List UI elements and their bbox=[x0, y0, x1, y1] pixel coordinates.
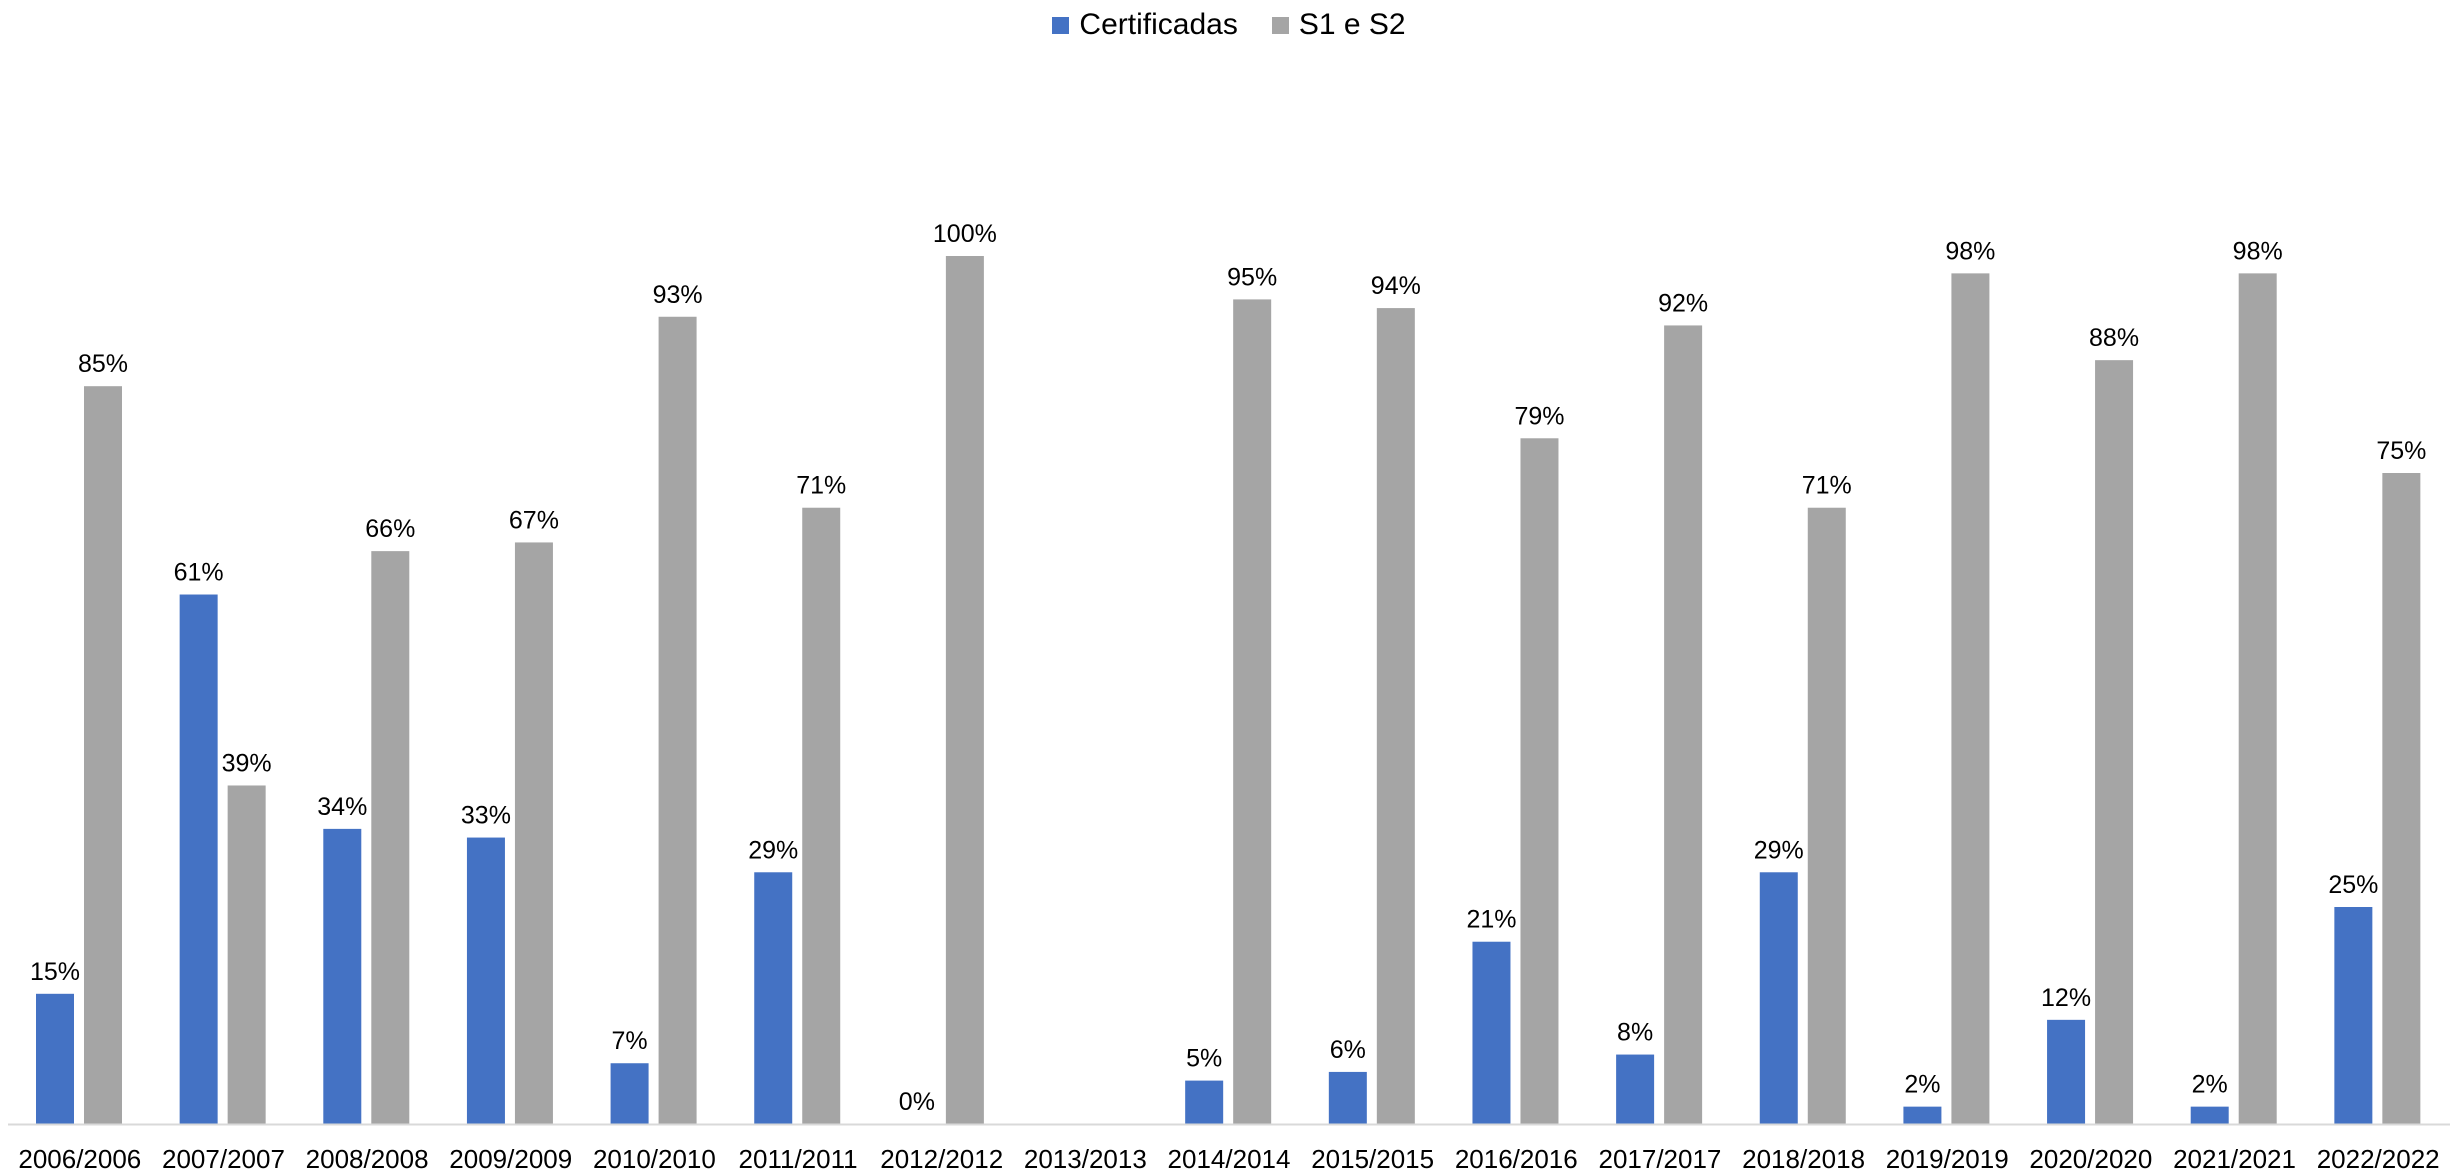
bar-certificadas-2014-2014 bbox=[1185, 1080, 1224, 1124]
legend-swatch-s1-e-s2 bbox=[1271, 16, 1289, 34]
data-label-s1-e-s2-2008-2008: 66% bbox=[365, 515, 415, 543]
x-tick-label-2018-2018: 2018/2018 bbox=[1742, 1144, 1865, 1174]
data-label-s1-e-s2-2019-2019: 98% bbox=[1945, 237, 1995, 265]
x-tick-label-2015-2015: 2015/2015 bbox=[1311, 1144, 1434, 1174]
bar-s1-e-s2-2015-2015 bbox=[1376, 308, 1415, 1125]
data-label-certificadas-2009-2009: 33% bbox=[461, 802, 511, 830]
bar-certificadas-2017-2017 bbox=[1616, 1054, 1655, 1124]
data-label-s1-e-s2-2020-2020: 88% bbox=[2089, 324, 2139, 352]
data-label-certificadas-2019-2019: 2% bbox=[1904, 1071, 1940, 1099]
bar-s1-e-s2-2006-2006 bbox=[84, 386, 122, 1124]
bar-certificadas-2009-2009 bbox=[466, 837, 505, 1124]
data-label-certificadas-2011-2011: 29% bbox=[748, 836, 798, 864]
bar-certificadas-2021-2021 bbox=[2190, 1106, 2229, 1124]
data-label-s1-e-s2-2018-2018: 71% bbox=[1802, 472, 1852, 500]
data-label-certificadas-2016-2016: 21% bbox=[1466, 906, 1516, 934]
x-tick-label-2020-2020: 2020/2020 bbox=[2029, 1144, 2152, 1174]
bar-certificadas-2010-2010 bbox=[610, 1063, 649, 1124]
data-label-s1-e-s2-2014-2014: 95% bbox=[1227, 263, 1277, 291]
bar-certificadas-2018-2018 bbox=[1759, 872, 1798, 1124]
x-tick-label-2008-2008: 2008/2008 bbox=[306, 1144, 429, 1174]
bar-s1-e-s2-2019-2019 bbox=[1951, 273, 1990, 1124]
bar-s1-e-s2-2016-2016 bbox=[1520, 438, 1559, 1124]
data-label-s1-e-s2-2012-2012: 100% bbox=[933, 220, 997, 248]
x-tick-label-2012-2012: 2012/2012 bbox=[880, 1144, 1003, 1174]
data-label-certificadas-2015-2015: 6% bbox=[1330, 1036, 1366, 1064]
data-label-certificadas-2006-2006: 15% bbox=[30, 958, 80, 986]
bar-certificadas-2016-2016 bbox=[1472, 941, 1511, 1124]
bar-s1-e-s2-2017-2017 bbox=[1664, 325, 1703, 1124]
data-label-s1-e-s2-2022-2022: 75% bbox=[2376, 437, 2426, 465]
data-label-s1-e-s2-2015-2015: 94% bbox=[1371, 272, 1421, 300]
data-label-s1-e-s2-2010-2010: 93% bbox=[653, 281, 703, 309]
bar-s1-e-s2-2021-2021 bbox=[2238, 273, 2277, 1124]
data-label-certificadas-2012-2012: 0% bbox=[899, 1088, 935, 1116]
bar-s1-e-s2-2011-2011 bbox=[802, 507, 841, 1125]
data-label-certificadas-2022-2022: 25% bbox=[2328, 871, 2378, 899]
data-label-certificadas-2014-2014: 5% bbox=[1186, 1045, 1222, 1073]
bar-certificadas-2022-2022 bbox=[2334, 907, 2373, 1124]
bar-certificadas-2020-2020 bbox=[2047, 1019, 2086, 1124]
legend-item-s1-e-s2: S1 e S2 bbox=[1271, 8, 1406, 42]
data-label-certificadas-2021-2021: 2% bbox=[2192, 1071, 2228, 1099]
bar-s1-e-s2-2007-2007 bbox=[227, 785, 266, 1124]
x-tick-label-2006-2006: 2006/2006 bbox=[18, 1144, 141, 1174]
x-tick-label-2013-2013: 2013/2013 bbox=[1024, 1144, 1147, 1174]
x-tick-label-2014-2014: 2014/2014 bbox=[1168, 1144, 1291, 1174]
x-tick-label-2010-2010: 2010/2010 bbox=[593, 1144, 716, 1174]
bar-certificadas-2006-2006 bbox=[36, 993, 74, 1124]
bar-s1-e-s2-2012-2012 bbox=[945, 256, 984, 1124]
x-tick-label-2016-2016: 2016/2016 bbox=[1455, 1144, 1578, 1174]
data-label-s1-e-s2-2009-2009: 67% bbox=[509, 506, 559, 534]
data-label-s1-e-s2-2016-2016: 79% bbox=[1514, 402, 1564, 430]
data-label-certificadas-2008-2008: 34% bbox=[317, 793, 367, 821]
legend-label-s1-e-s2: S1 e S2 bbox=[1298, 8, 1406, 41]
bar-certificadas-2015-2015 bbox=[1328, 1071, 1367, 1124]
data-label-s1-e-s2-2017-2017: 92% bbox=[1658, 289, 1708, 317]
bar-certificadas-2007-2007 bbox=[179, 594, 218, 1124]
legend-item-certificadas: Certificadas bbox=[1052, 8, 1238, 42]
legend-label-certificadas: Certificadas bbox=[1079, 8, 1238, 41]
bar-certificadas-2008-2008 bbox=[323, 828, 362, 1124]
x-tick-label-2011-2011: 2011/2011 bbox=[739, 1144, 858, 1174]
bar-s1-e-s2-2020-2020 bbox=[2095, 360, 2134, 1124]
bar-s1-e-s2-2009-2009 bbox=[514, 542, 553, 1124]
bar-s1-e-s2-2008-2008 bbox=[371, 551, 410, 1124]
legend-swatch-certificadas bbox=[1052, 16, 1070, 34]
data-label-certificadas-2010-2010: 7% bbox=[612, 1027, 648, 1055]
data-label-certificadas-2007-2007: 61% bbox=[174, 559, 224, 587]
bar-certificadas-2019-2019 bbox=[1903, 1106, 1942, 1124]
data-label-certificadas-2020-2020: 12% bbox=[2041, 984, 2091, 1012]
x-tick-label-2022-2022: 2022/2022 bbox=[2317, 1144, 2440, 1174]
x-tick-label-2019-2019: 2019/2019 bbox=[1886, 1144, 2009, 1174]
data-label-s1-e-s2-2006-2006: 85% bbox=[78, 350, 128, 378]
bar-s1-e-s2-2014-2014 bbox=[1233, 299, 1272, 1124]
x-tick-label-2017-2017: 2017/2017 bbox=[1598, 1144, 1721, 1174]
bar-s1-e-s2-2018-2018 bbox=[1807, 507, 1846, 1125]
bar-s1-e-s2-2010-2010 bbox=[658, 316, 697, 1124]
data-label-s1-e-s2-2011-2011: 71% bbox=[796, 472, 846, 500]
data-label-certificadas-2018-2018: 29% bbox=[1754, 836, 1804, 864]
bar-s1-e-s2-2022-2022 bbox=[2382, 473, 2421, 1124]
bar-certificadas-2011-2011 bbox=[754, 872, 793, 1124]
data-label-s1-e-s2-2007-2007: 39% bbox=[222, 749, 272, 777]
data-label-s1-e-s2-2021-2021: 98% bbox=[2233, 237, 2283, 265]
data-label-certificadas-2017-2017: 8% bbox=[1617, 1019, 1653, 1047]
x-tick-label-2009-2009: 2009/2009 bbox=[449, 1144, 572, 1174]
x-tick-label-2007-2007: 2007/2007 bbox=[162, 1144, 285, 1174]
x-tick-label-2021-2021: 2021/2021 bbox=[2173, 1144, 2296, 1174]
chart-legend: Certificadas S1 e S2 bbox=[0, 8, 2458, 42]
